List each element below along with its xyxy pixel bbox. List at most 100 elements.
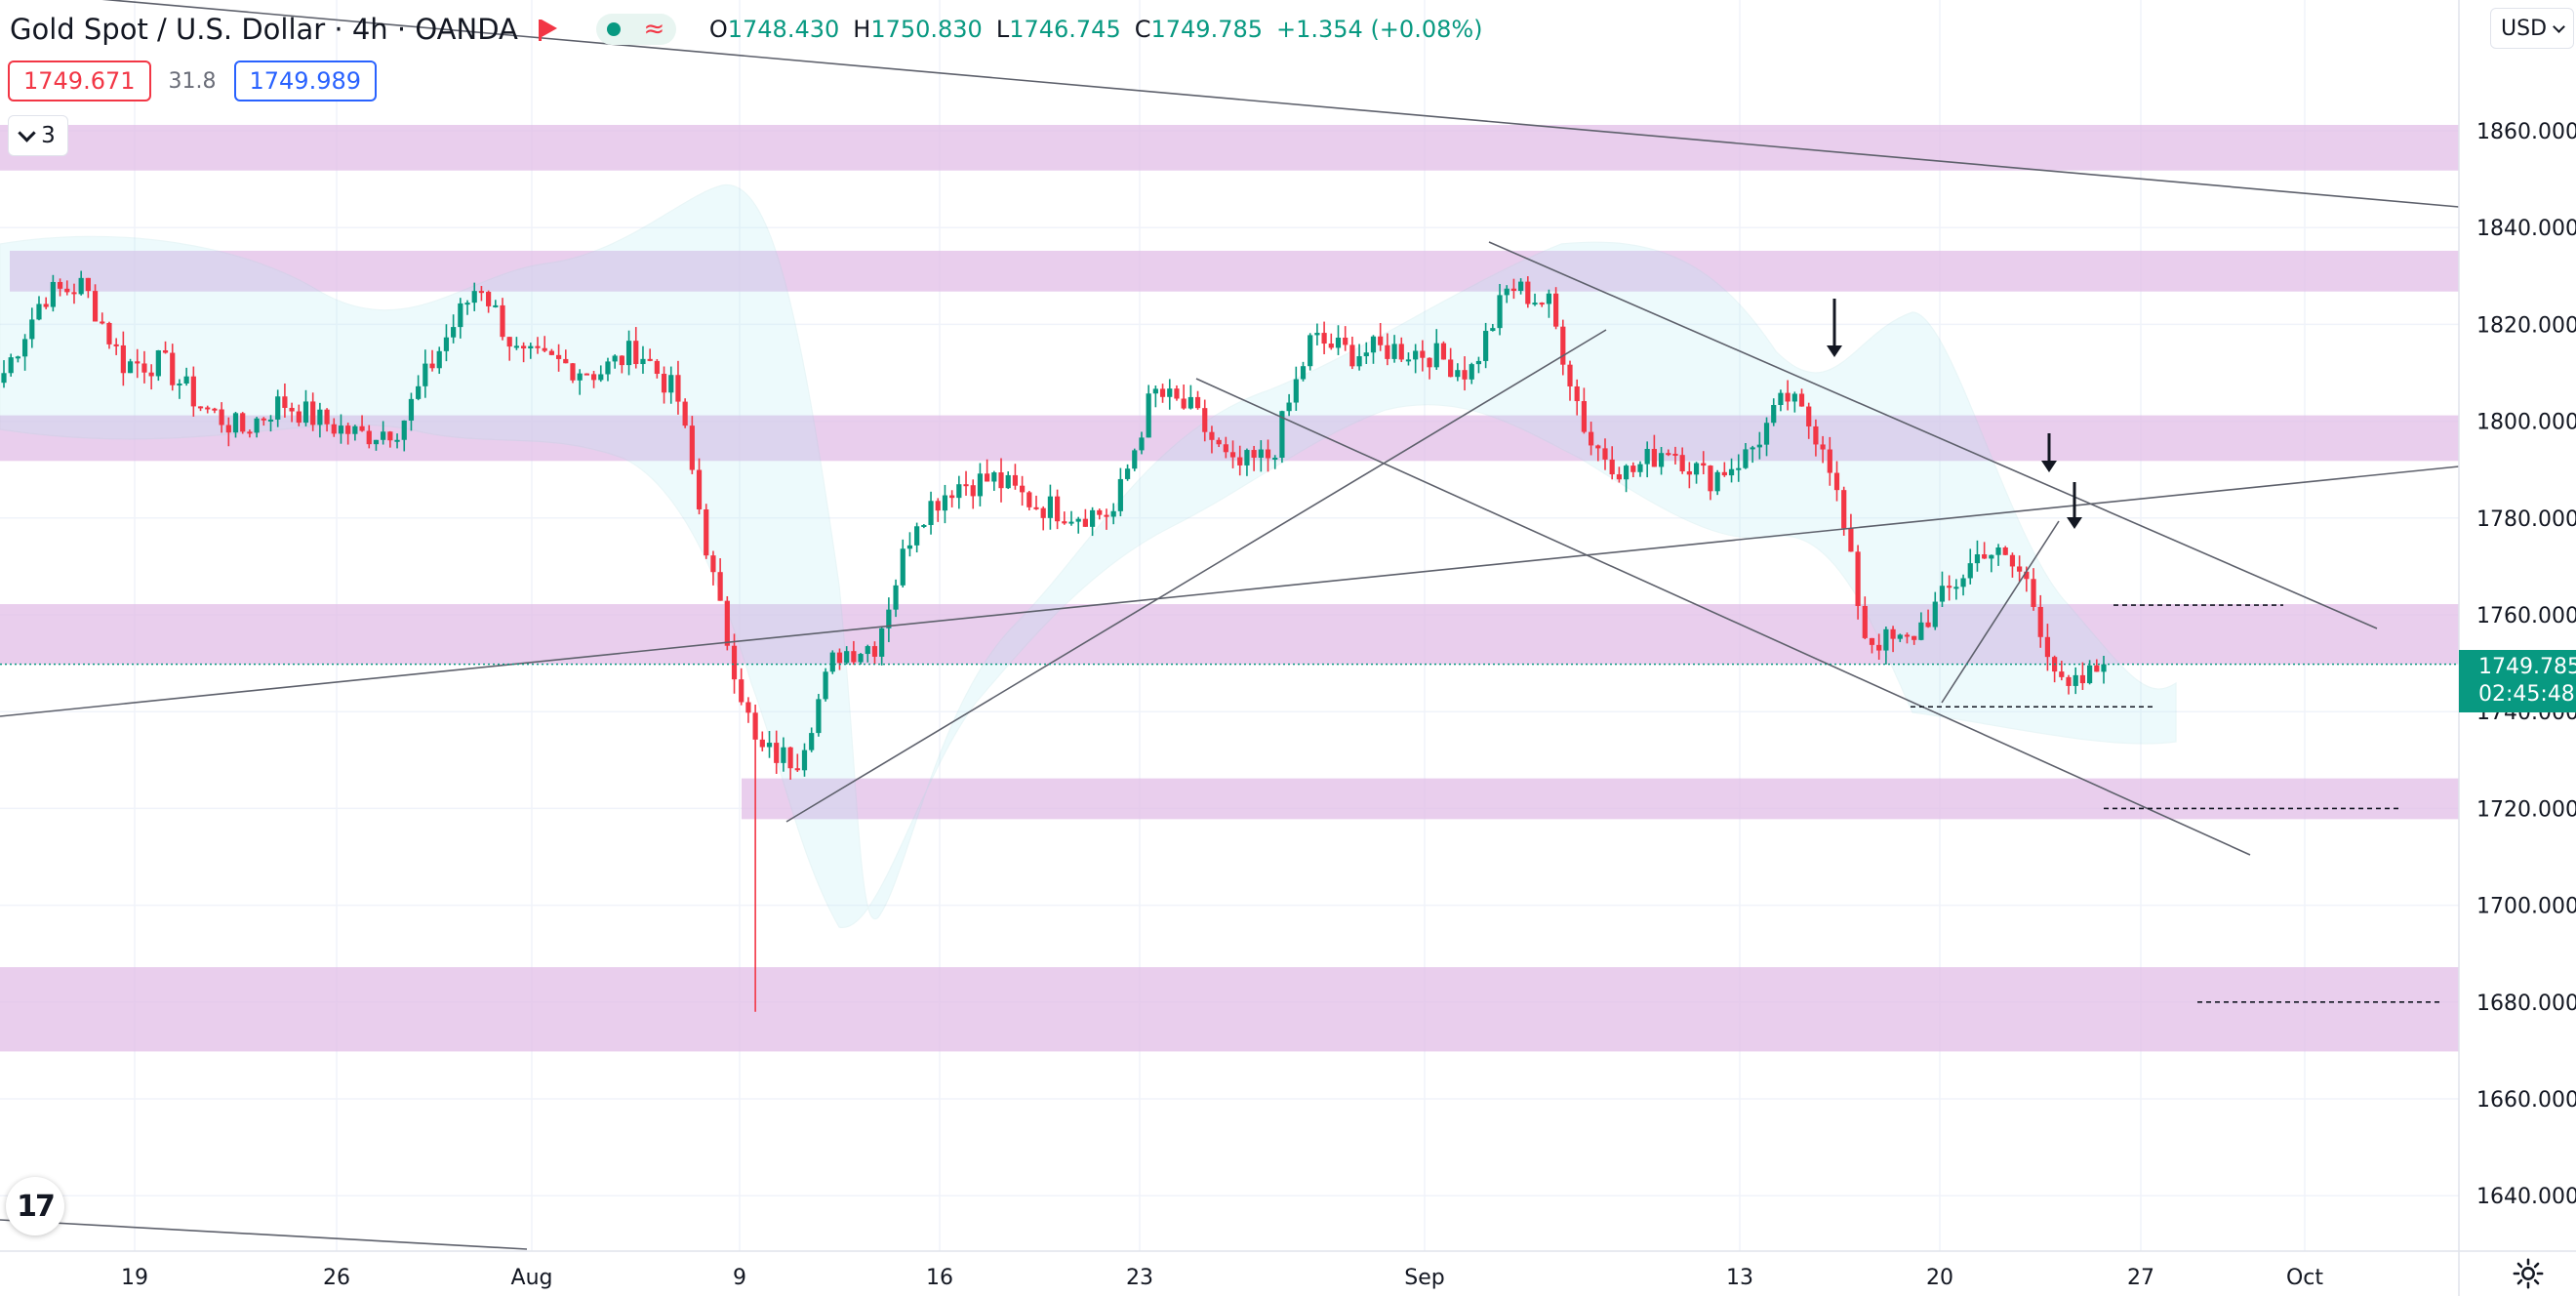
candle-body: [704, 508, 709, 556]
candle-body: [1251, 450, 1257, 458]
trend-line[interactable]: [1941, 520, 2060, 704]
candle-body: [135, 361, 141, 364]
x-tick-label: Sep: [1404, 1266, 1444, 1290]
arrow-head[interactable]: [2041, 461, 2057, 472]
candle-body: [1139, 437, 1145, 451]
market-status[interactable]: ≈: [595, 14, 676, 45]
indicators-count: 3: [41, 123, 56, 148]
candle-body: [1539, 303, 1545, 305]
candle-body: [1771, 404, 1777, 424]
candle-body: [1272, 458, 1278, 461]
tradingview-logo[interactable]: 17: [6, 1177, 64, 1235]
candle-body: [267, 419, 274, 422]
candle-body: [1686, 470, 1692, 475]
trend-line[interactable]: [785, 329, 1607, 823]
candle-body: [190, 376, 196, 407]
candle-body: [1448, 359, 1454, 378]
candle-body: [500, 304, 505, 338]
x-tick-label: 20: [1926, 1266, 1953, 1290]
candle-body: [2059, 671, 2065, 677]
candlestick-series: [1, 270, 2107, 1012]
candle-body: [605, 361, 611, 375]
candle-body: [1398, 344, 1404, 360]
candle-body: [1602, 448, 1608, 460]
candle-body: [310, 401, 316, 425]
candle-body: [766, 743, 773, 748]
candle-body: [1525, 281, 1531, 304]
candle-body: [177, 383, 182, 385]
candle-body: [625, 341, 632, 366]
candle-body: [261, 418, 266, 421]
candle-body: [1328, 344, 1334, 348]
candle-body: [1820, 444, 1826, 450]
market-open-icon: [607, 22, 622, 36]
trend-line[interactable]: [1195, 378, 2251, 856]
candle-body: [781, 747, 786, 763]
candle-body: [106, 322, 112, 344]
candle-body: [689, 425, 695, 470]
candle-body: [1679, 455, 1685, 471]
candle-body: [289, 407, 295, 412]
candle-body: [219, 409, 224, 425]
candle-body: [661, 374, 667, 393]
candle-body: [381, 431, 386, 440]
y-tick-label: 1660.000: [2476, 1088, 2576, 1113]
candle-body: [15, 356, 20, 359]
candle-body: [366, 430, 372, 445]
arrow-head[interactable]: [2067, 517, 2082, 529]
candle-body: [1104, 514, 1109, 517]
trendline-drawings[interactable]: [0, 0, 2460, 1250]
candle-body: [1581, 401, 1587, 432]
currency-select[interactable]: USD: [2490, 8, 2575, 49]
candle-body: [1181, 398, 1187, 409]
buy-button[interactable]: 1749.989: [233, 61, 378, 101]
support-resistance-zones: [0, 125, 2459, 1052]
candle-body: [212, 408, 218, 411]
zone-rect: [0, 125, 2459, 171]
candle-body: [991, 472, 997, 482]
candle-body: [1391, 344, 1397, 359]
candle-body: [1378, 336, 1384, 345]
candle-body: [1588, 431, 1594, 446]
candle-body: [1202, 408, 1208, 432]
y-tick-label: 1840.000: [2476, 217, 2576, 241]
candle-body: [1054, 496, 1061, 522]
last-price-label: 1749.785 02:45:48: [2459, 650, 2576, 712]
candle-body: [1567, 364, 1573, 386]
candle-body: [2087, 665, 2093, 684]
y-tick-label: 1800.000: [2476, 411, 2576, 435]
trend-line[interactable]: [0, 0, 2460, 208]
candle-body: [1630, 466, 1636, 472]
candle-body: [1833, 472, 1840, 491]
y-tick-label: 1720.000: [2476, 797, 2576, 822]
symbol-title[interactable]: Gold Spot / U.S. Dollar · 4h · OANDA: [10, 13, 518, 46]
gear-icon[interactable]: [2512, 1257, 2545, 1290]
x-tick-label: 16: [926, 1266, 953, 1290]
candle-body: [2073, 674, 2078, 686]
candle-body: [1440, 343, 1447, 360]
candle-body: [1068, 521, 1074, 524]
candle-body: [584, 373, 589, 376]
data-delay-icon: ≈: [643, 15, 665, 44]
candle-body: [1483, 331, 1489, 361]
candle-body: [745, 702, 751, 713]
candle-body: [1532, 303, 1538, 305]
trend-line[interactable]: [0, 466, 2460, 717]
sell-button[interactable]: 1749.671: [8, 61, 151, 101]
candle-body: [851, 651, 857, 663]
trend-line[interactable]: [0, 1219, 528, 1250]
candle-body: [493, 304, 499, 307]
candle-body: [1497, 295, 1503, 329]
zone-rect: [0, 967, 2459, 1052]
candle-body: [942, 495, 948, 511]
flag-icon[interactable]: [536, 19, 557, 41]
candle-body: [570, 363, 576, 381]
candle-body: [1146, 393, 1151, 438]
candle-body: [1918, 622, 1924, 640]
indicators-toggle-button[interactable]: 3: [8, 115, 68, 156]
candle-body: [1897, 634, 1903, 639]
candle-body: [1510, 288, 1517, 292]
trend-line[interactable]: [1488, 241, 2378, 629]
arrow-head[interactable]: [1827, 345, 1842, 357]
